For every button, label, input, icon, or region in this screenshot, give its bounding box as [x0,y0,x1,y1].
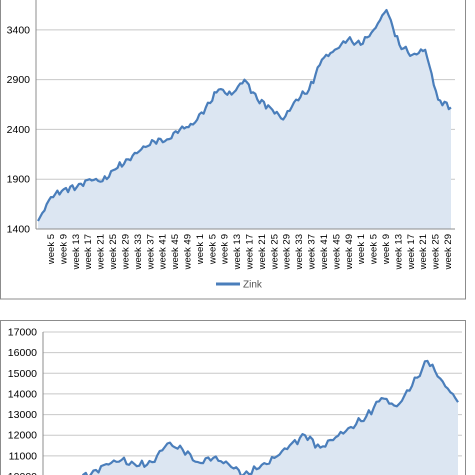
x-tick-label: week 25 [431,234,442,270]
x-tick-label: week 5 [46,234,57,265]
x-tick-label: week 17 [406,234,417,270]
y-tick-label: 12000 [8,430,37,442]
x-tick-label: week 45 [331,234,342,270]
x-tick-label: week 1 [356,234,367,265]
x-tick-label: week 37 [307,234,318,270]
x-tick-label: week 9 [381,234,392,265]
x-tick-label: week 9 [58,234,69,265]
x-tick-label: week 5 [207,234,218,265]
x-tick-label: week 13 [232,234,243,270]
x-tick-label: week 17 [83,234,94,270]
y-tick-label: 2900 [7,74,31,86]
x-tick-label: week 1 [195,234,206,265]
x-tick-label: week 21 [96,234,107,270]
x-tick-label: week 29 [443,234,454,270]
x-tick-label: week 41 [319,234,330,270]
x-tick-label: week 17 [245,234,256,270]
x-tick-label: week 13 [71,234,82,270]
x-tick-label: week 49 [344,234,355,270]
chart1-x-tick-labels: week 5 week 9 week 13 week 17 week 21 week 25… [46,234,454,270]
x-tick-label: week 33 [133,234,144,270]
series-area-fill [83,360,458,475]
y-tick-label: 11000 [9,450,38,462]
y-tick-label: 16000 [8,347,37,359]
y-tick-label: 17000 [8,327,37,339]
x-tick-label: week 21 [257,234,268,270]
legend-label-zink: Zink [243,280,263,291]
x-tick-label: week 41 [158,234,169,270]
series-line [81,359,459,475]
x-tick-label: week 9 [220,234,231,265]
series-line [37,8,452,222]
x-tick-label: week 25 [269,234,280,270]
chart1-legend: Zink [216,280,263,291]
x-tick-label: week 49 [183,234,194,270]
x-tick-label: week 45 [170,234,181,270]
y-tick-label: 10000 [8,471,37,475]
y-tick-label: 14000 [8,388,37,400]
x-tick-label: week 25 [108,234,119,270]
y-tick-label: 3400 [7,24,31,36]
y-tick-label: 15000 [8,368,37,380]
x-tick-label: week 21 [418,234,429,270]
y-tick-label: 13000 [8,409,37,421]
y-tick-label: 2400 [7,124,31,136]
chart1-y-tick-labels: 1400 1900 2400 2900 3400 [7,24,31,235]
chart2-plot-area [81,359,459,475]
x-tick-label: week 13 [393,234,404,270]
chart2-y-tick-labels: 10000 11000 12000 13000 14000 15000 16000 17000 [8,327,37,475]
chart1-plot-area [37,8,452,229]
x-tick-label: week 37 [145,234,156,270]
y-tick-label: 1400 [7,224,31,236]
x-tick-label: week 29 [120,234,131,270]
x-tick-label: week 29 [282,234,293,270]
x-tick-label: week 33 [294,234,305,270]
series-area-fill [38,10,451,229]
x-tick-label: week 5 [369,234,380,265]
y-tick-label: 1900 [7,174,31,186]
